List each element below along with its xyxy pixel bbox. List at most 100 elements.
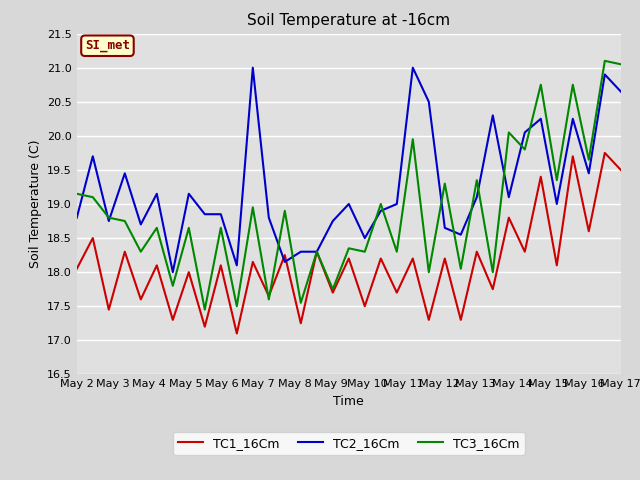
TC1_16Cm [473,249,481,254]
TC1_16Cm [489,287,497,292]
TC3_16Cm [345,245,353,251]
TC1_16Cm [505,215,513,220]
TC3_16Cm [505,130,513,135]
TC2_16Cm [473,194,481,200]
Text: SI_met: SI_met [85,39,130,52]
TC1_16Cm [361,303,369,309]
TC2_16Cm [393,201,401,207]
TC3_16Cm [553,177,561,183]
TC3_16Cm [201,307,209,312]
TC1_16Cm [313,249,321,254]
TC2_16Cm [617,89,625,95]
TC3_16Cm [393,249,401,254]
TC3_16Cm [441,180,449,186]
TC2_16Cm [137,222,145,228]
TC3_16Cm [233,303,241,309]
TC1_16Cm [345,256,353,262]
TC2_16Cm [329,218,337,224]
TC3_16Cm [601,58,609,64]
TC2_16Cm [441,225,449,231]
TC1_16Cm [377,256,385,262]
TC2_16Cm [89,154,97,159]
TC1_16Cm [121,249,129,254]
TC3_16Cm [121,218,129,224]
TC1_16Cm [393,290,401,296]
Line: TC1_16Cm: TC1_16Cm [77,153,621,334]
TC2_16Cm [217,211,225,217]
TC3_16Cm [569,82,577,88]
TC2_16Cm [489,112,497,118]
TC2_16Cm [121,170,129,176]
TC2_16Cm [169,269,177,275]
TC2_16Cm [505,194,513,200]
TC1_16Cm [233,331,241,336]
Line: TC2_16Cm: TC2_16Cm [77,68,621,272]
TC1_16Cm [425,317,433,323]
TC3_16Cm [489,269,497,275]
TC2_16Cm [297,249,305,254]
TC3_16Cm [409,136,417,142]
TC1_16Cm [265,293,273,299]
TC3_16Cm [473,177,481,183]
TC3_16Cm [585,157,593,163]
TC2_16Cm [601,72,609,77]
TC1_16Cm [73,266,81,272]
TC3_16Cm [137,249,145,254]
TC3_16Cm [217,225,225,231]
TC3_16Cm [377,201,385,207]
TC1_16Cm [201,324,209,330]
TC3_16Cm [537,82,545,88]
TC1_16Cm [553,263,561,268]
Line: TC3_16Cm: TC3_16Cm [77,61,621,310]
TC2_16Cm [153,191,161,197]
TC3_16Cm [297,300,305,306]
TC2_16Cm [249,65,257,71]
TC2_16Cm [73,215,81,220]
TC1_16Cm [441,256,449,262]
TC2_16Cm [457,232,465,238]
TC2_16Cm [361,235,369,241]
TC1_16Cm [569,154,577,159]
TC1_16Cm [281,252,289,258]
TC1_16Cm [89,235,97,241]
TC3_16Cm [313,249,321,254]
TC1_16Cm [617,167,625,173]
TC2_16Cm [345,201,353,207]
TC2_16Cm [105,218,113,224]
Title: Soil Temperature at -16cm: Soil Temperature at -16cm [247,13,451,28]
TC2_16Cm [377,208,385,214]
Legend: TC1_16Cm, TC2_16Cm, TC3_16Cm: TC1_16Cm, TC2_16Cm, TC3_16Cm [173,432,525,455]
TC3_16Cm [265,297,273,302]
TC1_16Cm [521,249,529,254]
TC3_16Cm [153,225,161,231]
TC2_16Cm [233,263,241,268]
TC3_16Cm [457,266,465,272]
TC1_16Cm [153,263,161,268]
TC3_16Cm [281,208,289,214]
TC2_16Cm [425,99,433,105]
TC3_16Cm [249,204,257,210]
TC3_16Cm [329,287,337,292]
TC1_16Cm [457,317,465,323]
TC3_16Cm [89,194,97,200]
TC1_16Cm [137,297,145,302]
Y-axis label: Soil Temperature (C): Soil Temperature (C) [29,140,42,268]
X-axis label: Time: Time [333,395,364,408]
TC1_16Cm [601,150,609,156]
TC1_16Cm [409,256,417,262]
TC1_16Cm [217,263,225,268]
TC3_16Cm [521,146,529,152]
TC2_16Cm [569,116,577,122]
TC3_16Cm [361,249,369,254]
TC2_16Cm [537,116,545,122]
TC2_16Cm [521,130,529,135]
TC1_16Cm [329,290,337,296]
TC2_16Cm [201,211,209,217]
TC2_16Cm [313,249,321,254]
TC3_16Cm [73,191,81,197]
TC1_16Cm [105,307,113,312]
TC2_16Cm [265,215,273,220]
TC1_16Cm [185,269,193,275]
TC1_16Cm [537,174,545,180]
TC1_16Cm [297,321,305,326]
